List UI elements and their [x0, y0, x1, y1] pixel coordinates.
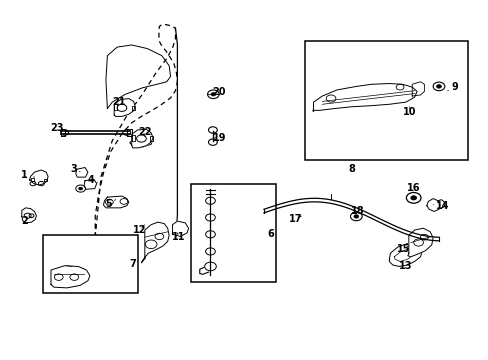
Circle shape	[79, 187, 82, 190]
Text: 1: 1	[21, 170, 34, 180]
Polygon shape	[131, 129, 153, 148]
Text: 23: 23	[50, 123, 68, 133]
Text: 22: 22	[138, 127, 151, 137]
Text: 15: 15	[396, 244, 410, 253]
Polygon shape	[426, 199, 439, 211]
Polygon shape	[126, 129, 131, 136]
Polygon shape	[76, 167, 88, 177]
Text: 2: 2	[21, 216, 28, 226]
Polygon shape	[22, 208, 36, 223]
Text: 6: 6	[267, 229, 274, 239]
Polygon shape	[411, 82, 424, 96]
Text: 12: 12	[133, 225, 146, 235]
Text: 8: 8	[347, 164, 354, 174]
Polygon shape	[312, 84, 416, 111]
Polygon shape	[84, 179, 97, 189]
Text: 10: 10	[402, 107, 416, 117]
Polygon shape	[388, 244, 421, 266]
Text: 11: 11	[172, 232, 185, 242]
Text: 13: 13	[398, 261, 412, 271]
Polygon shape	[30, 170, 48, 185]
Polygon shape	[61, 129, 64, 136]
Text: 21: 21	[112, 97, 125, 107]
Circle shape	[410, 196, 416, 200]
Bar	[42, 235, 137, 293]
Text: 14: 14	[432, 201, 448, 211]
Polygon shape	[407, 228, 432, 257]
Polygon shape	[131, 135, 135, 141]
Text: 20: 20	[212, 87, 225, 98]
Polygon shape	[44, 179, 47, 181]
Polygon shape	[114, 104, 117, 111]
Bar	[191, 184, 276, 282]
Polygon shape	[51, 266, 90, 288]
Text: 19: 19	[212, 133, 225, 143]
Text: 3: 3	[70, 164, 80, 174]
Circle shape	[436, 85, 441, 88]
Circle shape	[353, 215, 358, 218]
Circle shape	[210, 93, 215, 96]
Polygon shape	[141, 222, 169, 263]
Polygon shape	[149, 136, 153, 141]
Text: 4: 4	[88, 175, 98, 185]
Text: 5: 5	[105, 199, 116, 209]
Text: 17: 17	[288, 213, 302, 224]
Polygon shape	[114, 99, 135, 116]
Text: 9: 9	[447, 82, 457, 92]
Text: 16: 16	[406, 183, 420, 193]
Polygon shape	[103, 196, 128, 208]
Polygon shape	[30, 178, 34, 181]
Polygon shape	[131, 106, 135, 111]
Text: 18: 18	[350, 206, 364, 216]
Polygon shape	[172, 221, 188, 237]
Text: 7: 7	[129, 259, 136, 269]
Bar	[305, 41, 467, 160]
